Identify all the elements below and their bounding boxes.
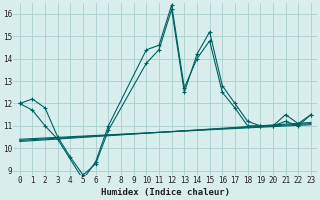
X-axis label: Humidex (Indice chaleur): Humidex (Indice chaleur) — [101, 188, 230, 197]
